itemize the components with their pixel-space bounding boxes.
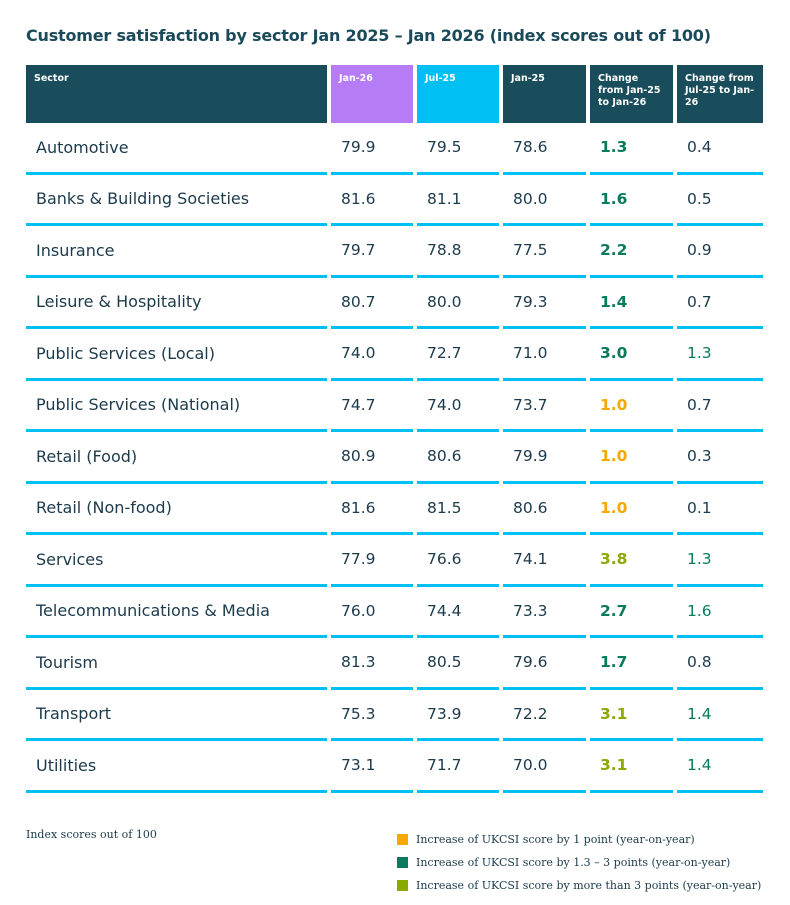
value-cell-jul25: 74.0 <box>417 381 499 432</box>
value-cell-jan26: 73.1 <box>331 741 413 793</box>
value-cell-jan26: 81.3 <box>331 638 413 690</box>
value-cell-jan25: 80.0 <box>503 175 586 226</box>
value-cell-jan25: 79.9 <box>503 432 586 484</box>
value-cell-chg_yoy: 3.1 <box>590 741 673 793</box>
table-title: Customer satisfaction by sector Jan 2025… <box>26 26 711 45</box>
legend-swatch <box>397 880 408 891</box>
sector-cell: Retail (Food) <box>26 432 327 484</box>
value-cell-jan25: 70.0 <box>503 741 586 793</box>
value-cell-chg_6m: 0.9 <box>677 226 763 278</box>
value-cell-jul25: 81.1 <box>417 175 499 226</box>
value-cell-chg_6m: 0.4 <box>677 123 763 175</box>
value-cell-chg_6m: 0.5 <box>677 175 763 226</box>
value-cell-jan26: 74.7 <box>331 381 413 432</box>
legend-swatch <box>397 834 408 845</box>
value-cell-jan26: 79.7 <box>331 226 413 278</box>
value-cell-jan26: 81.6 <box>331 175 413 226</box>
value-cell-chg_yoy: 1.7 <box>590 638 673 690</box>
value-cell-chg_yoy: 2.7 <box>590 587 673 638</box>
value-cell-jul25: 71.7 <box>417 741 499 793</box>
sector-cell: Telecommunications & Media <box>26 587 327 638</box>
sector-cell: Retail (Non-food) <box>26 484 327 535</box>
value-cell-jan26: 80.9 <box>331 432 413 484</box>
value-cell-chg_yoy: 2.2 <box>590 226 673 278</box>
legend-label: Increase of UKCSI score by more than 3 p… <box>416 879 762 892</box>
value-cell-jul25: 72.7 <box>417 329 499 381</box>
value-cell-jul25: 80.5 <box>417 638 499 690</box>
value-cell-jul25: 78.8 <box>417 226 499 278</box>
legend-item: Increase of UKCSI score by 1.3 – 3 point… <box>397 851 761 874</box>
value-cell-chg_yoy: 1.0 <box>590 381 673 432</box>
value-cell-jan25: 79.3 <box>503 278 586 329</box>
value-cell-jan26: 79.9 <box>331 123 413 175</box>
value-cell-jan26: 74.0 <box>331 329 413 381</box>
value-cell-jan25: 80.6 <box>503 484 586 535</box>
column-header: Change from Jan-25 to Jan-26 <box>590 65 673 123</box>
value-cell-chg_yoy: 3.8 <box>590 535 673 587</box>
value-cell-jan25: 71.0 <box>503 329 586 381</box>
value-cell-jan26: 75.3 <box>331 690 413 741</box>
legend-label: Increase of UKCSI score by 1.3 – 3 point… <box>416 856 731 869</box>
sector-cell: Leisure & Hospitality <box>26 278 327 329</box>
value-cell-jan26: 76.0 <box>331 587 413 638</box>
value-cell-chg_6m: 0.7 <box>677 278 763 329</box>
footnote: Index scores out of 100 <box>26 828 157 841</box>
value-cell-jul25: 74.4 <box>417 587 499 638</box>
value-cell-chg_yoy: 1.0 <box>590 432 673 484</box>
column-header: Change from Jul-25 to Jan-26 <box>677 65 763 123</box>
value-cell-chg_6m: 0.1 <box>677 484 763 535</box>
legend: Increase of UKCSI score by 1 point (year… <box>397 828 761 897</box>
value-cell-chg_6m: 0.8 <box>677 638 763 690</box>
value-cell-jan26: 81.6 <box>331 484 413 535</box>
value-cell-chg_yoy: 3.0 <box>590 329 673 381</box>
value-cell-chg_6m: 1.3 <box>677 535 763 587</box>
column-header: Sector <box>26 65 327 123</box>
value-cell-chg_yoy: 1.6 <box>590 175 673 226</box>
column-header: Jan-25 <box>503 65 586 123</box>
sector-cell: Public Services (Local) <box>26 329 327 381</box>
value-cell-jan25: 73.7 <box>503 381 586 432</box>
value-cell-jul25: 80.0 <box>417 278 499 329</box>
value-cell-jan25: 73.3 <box>503 587 586 638</box>
value-cell-chg_6m: 1.6 <box>677 587 763 638</box>
legend-swatch <box>397 857 408 868</box>
value-cell-chg_yoy: 1.3 <box>590 123 673 175</box>
satisfaction-table: Sector Jan-26 Jul-25 Jan-25 Change from Jan-… <box>26 65 763 793</box>
sector-cell: Insurance <box>26 226 327 278</box>
sector-cell: Public Services (National) <box>26 381 327 432</box>
value-cell-jan25: 79.6 <box>503 638 586 690</box>
value-cell-chg_6m: 0.7 <box>677 381 763 432</box>
value-cell-jul25: 73.9 <box>417 690 499 741</box>
sector-cell: Utilities <box>26 741 327 793</box>
sector-cell: Services <box>26 535 327 587</box>
column-header: Jul-25 <box>417 65 499 123</box>
value-cell-chg_yoy: 1.4 <box>590 278 673 329</box>
sector-cell: Automotive <box>26 123 327 175</box>
value-cell-jan25: 78.6 <box>503 123 586 175</box>
value-cell-jan25: 72.2 <box>503 690 586 741</box>
value-cell-jan25: 74.1 <box>503 535 586 587</box>
value-cell-chg_6m: 1.3 <box>677 329 763 381</box>
value-cell-jul25: 79.5 <box>417 123 499 175</box>
value-cell-chg_6m: 1.4 <box>677 690 763 741</box>
legend-item: Increase of UKCSI score by 1 point (year… <box>397 828 761 851</box>
sector-cell: Tourism <box>26 638 327 690</box>
value-cell-jan25: 77.5 <box>503 226 586 278</box>
legend-item: Increase of UKCSI score by more than 3 p… <box>397 874 761 897</box>
sector-cell: Transport <box>26 690 327 741</box>
value-cell-jul25: 76.6 <box>417 535 499 587</box>
value-cell-jul25: 80.6 <box>417 432 499 484</box>
value-cell-chg_6m: 1.4 <box>677 741 763 793</box>
legend-label: Increase of UKCSI score by 1 point (year… <box>416 833 695 846</box>
value-cell-chg_6m: 0.3 <box>677 432 763 484</box>
sector-cell: Banks & Building Societies <box>26 175 327 226</box>
value-cell-chg_yoy: 1.0 <box>590 484 673 535</box>
value-cell-chg_yoy: 3.1 <box>590 690 673 741</box>
value-cell-jan26: 80.7 <box>331 278 413 329</box>
value-cell-jan26: 77.9 <box>331 535 413 587</box>
value-cell-jul25: 81.5 <box>417 484 499 535</box>
column-header: Jan-26 <box>331 65 413 123</box>
